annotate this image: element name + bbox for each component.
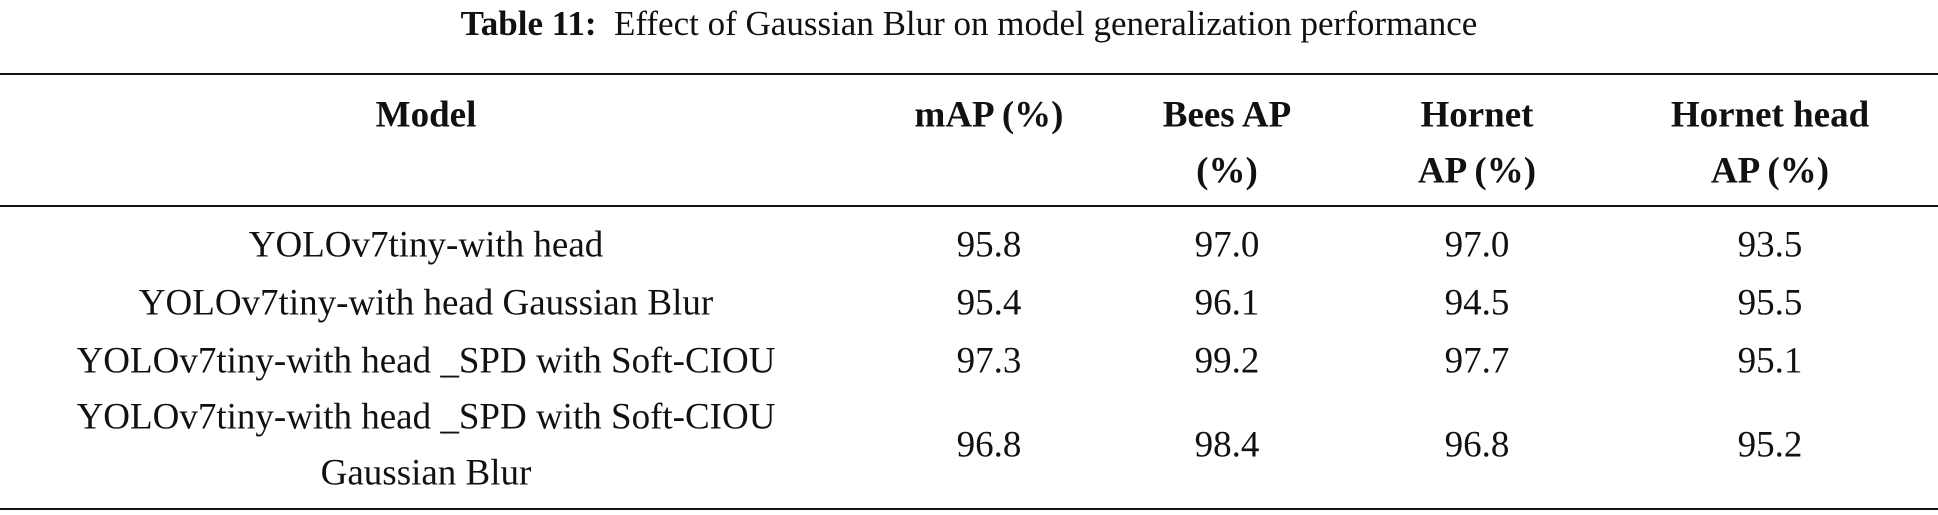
value-cell: 94.5: [1444, 282, 1510, 324]
value-cell: 98.4: [1194, 424, 1260, 466]
header-cell: (%): [1196, 150, 1258, 192]
value-cell: 99.2: [1194, 340, 1260, 382]
header-rule: [0, 205, 1938, 207]
model-cell: YOLOv7tiny-with head _SPD with Soft-CIOU: [76, 340, 776, 382]
value-cell: 96.1: [1194, 282, 1260, 324]
value-cell: 95.4: [956, 282, 1022, 324]
model-cell: YOLOv7tiny-with head _SPD with Soft-CIOU: [76, 396, 776, 438]
model-cell: YOLOv7tiny-with head Gaussian Blur: [138, 282, 714, 324]
caption: Table 11: Effect of Gaussian Blur on mod…: [0, 4, 1938, 44]
model-cell: Gaussian Blur: [320, 452, 532, 494]
header-cell: AP (%): [1417, 150, 1537, 192]
value-cell: 93.5: [1737, 224, 1803, 266]
top-rule: [0, 73, 1938, 75]
model-cell: YOLOv7tiny-with head: [248, 224, 604, 266]
value-cell: 95.5: [1737, 282, 1803, 324]
value-cell: 96.8: [956, 424, 1022, 466]
header-cell: Model: [375, 94, 477, 136]
value-cell: 97.0: [1194, 224, 1260, 266]
value-cell: 95.1: [1737, 340, 1803, 382]
value-cell: 97.3: [956, 340, 1022, 382]
header-cell: Bees AP: [1162, 94, 1292, 136]
header-cell: Hornet head: [1670, 94, 1870, 136]
value-cell: 95.2: [1737, 424, 1803, 466]
bottom-rule: [0, 508, 1938, 510]
header-cell: mAP (%): [914, 94, 1064, 136]
header-cell: AP (%): [1710, 150, 1830, 192]
value-cell: 95.8: [956, 224, 1022, 266]
value-cell: 97.7: [1444, 340, 1510, 382]
header-cell: Hornet: [1420, 94, 1534, 136]
value-cell: 96.8: [1444, 424, 1510, 466]
value-cell: 97.0: [1444, 224, 1510, 266]
caption-text: Effect of Gaussian Blur on model general…: [614, 4, 1478, 43]
caption-label: Table 11:: [460, 4, 597, 43]
